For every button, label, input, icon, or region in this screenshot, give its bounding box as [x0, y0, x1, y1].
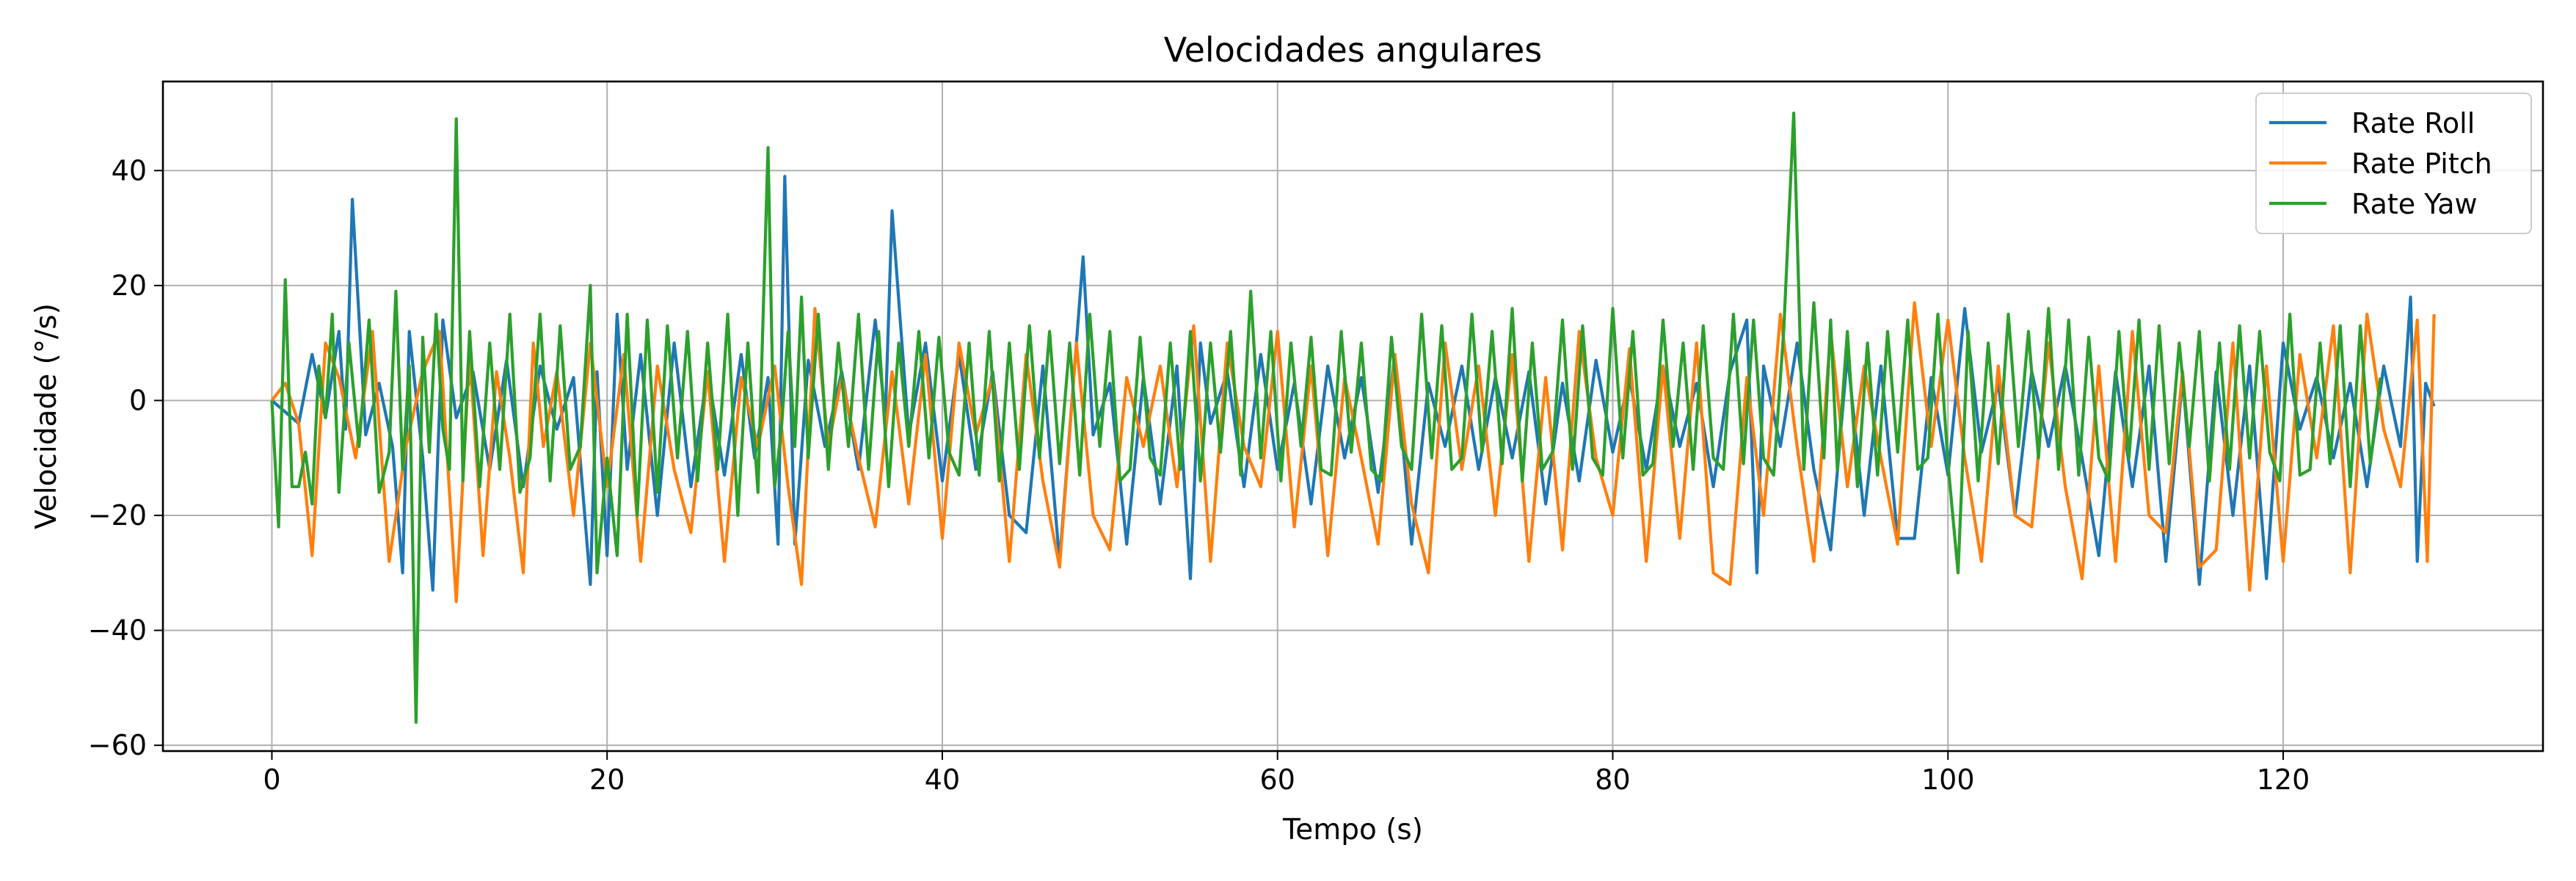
series-line-rate-yaw: [270, 112, 2382, 725]
axis-ticks: 0 20 40 60 80 100 120 −60 −40 −20 0 20 40: [88, 154, 2310, 796]
chart-title: Velocidades angulares: [1164, 30, 1543, 70]
legend-box: [2255, 93, 2532, 234]
y-tick-label: 0: [129, 384, 147, 416]
x-tick-label: 20: [589, 764, 625, 796]
y-tick-label: −20: [88, 499, 147, 532]
y-tick-label: 20: [112, 269, 147, 302]
plot-area-frame: [161, 80, 2544, 753]
x-axis-label: Tempo (s): [1282, 813, 1423, 846]
x-tick-label: 60: [1260, 764, 1295, 796]
x-tick-label: 100: [1921, 764, 1975, 796]
series-lines: [270, 112, 2436, 725]
x-tick-label: 0: [263, 764, 280, 796]
legend-label: Rate Yaw: [2351, 188, 2478, 220]
x-tick-label: 80: [1595, 764, 1630, 796]
y-axis-label: Velocidade (°/s): [30, 303, 63, 529]
y-tick-label: 40: [112, 154, 147, 186]
x-tick-label: 120: [2257, 764, 2310, 796]
series-line-rate-pitch: [270, 301, 2436, 603]
legend-label: Rate Roll: [2351, 107, 2475, 139]
legend-label: Rate Pitch: [2351, 148, 2492, 180]
legend: Rate Roll Rate Pitch Rate Yaw: [2255, 93, 2532, 234]
y-tick-label: −60: [88, 729, 147, 761]
y-tick-label: −40: [88, 614, 147, 647]
x-tick-label: 40: [925, 764, 960, 796]
